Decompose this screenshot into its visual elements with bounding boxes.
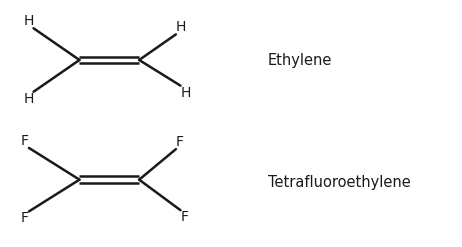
Text: Ethylene: Ethylene xyxy=(268,53,332,67)
Text: F: F xyxy=(176,135,184,149)
Text: F: F xyxy=(21,134,29,148)
Text: H: H xyxy=(176,20,186,34)
Text: H: H xyxy=(23,92,34,106)
Text: F: F xyxy=(181,210,188,224)
Text: H: H xyxy=(181,86,191,100)
Text: F: F xyxy=(21,211,29,226)
Text: H: H xyxy=(23,14,34,28)
Text: Tetrafluoroethylene: Tetrafluoroethylene xyxy=(268,175,411,190)
